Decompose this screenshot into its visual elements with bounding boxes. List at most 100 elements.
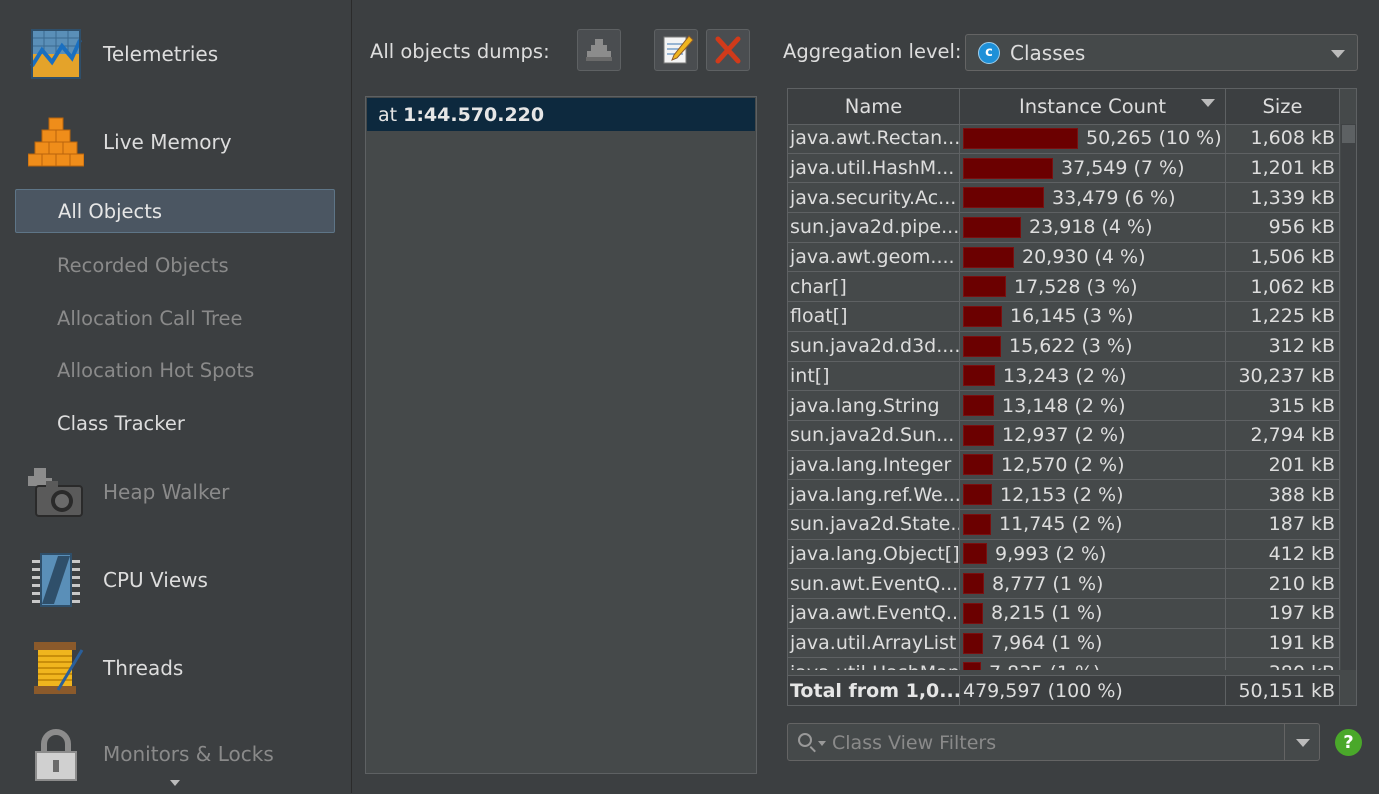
cell-size: 210 kB (1226, 569, 1340, 598)
table-row[interactable]: sun.java2d.d3d.... 15,622 (3 %) 312 kB (788, 331, 1340, 362)
nav-cpu-views[interactable]: CPU Views (0, 540, 351, 620)
instance-count-bar (963, 276, 1006, 298)
sidebar-scroll-down-icon[interactable] (170, 780, 180, 786)
cell-class-name: char[] (788, 272, 960, 302)
nav-live-memory[interactable]: Live Memory (0, 102, 351, 182)
instance-count-bar (963, 484, 992, 506)
nav-monitors-locks[interactable]: Monitors & Locks (0, 714, 351, 794)
table-row[interactable]: java.util.HashMap 7,835 (1 %) 380 kB (788, 658, 1340, 670)
instance-count-text: 13,243 (2 %) (1003, 364, 1127, 387)
table-row[interactable]: sun.java2d.State... 11,745 (2 %) 187 kB (788, 509, 1340, 540)
search-icon[interactable] (798, 733, 812, 747)
sidebar-item-class-tracker[interactable]: Class Tracker (15, 401, 335, 445)
table-vertical-scrollbar[interactable] (1341, 124, 1356, 670)
cell-class-name: float[] (788, 302, 960, 331)
cell-instance-count: 8,215 (1 %) (960, 599, 1226, 628)
instance-count-text: 50,265 (10 %) (1086, 127, 1222, 150)
dumps-list[interactable]: at 1:44.570.220 (365, 96, 757, 774)
instance-count-bar (963, 335, 1001, 357)
sidebar-item-allocation-hot-spots[interactable]: Allocation Hot Spots (15, 348, 335, 392)
cell-instance-count: 33,479 (6 %) (960, 183, 1226, 213)
instance-count-bar (963, 573, 984, 595)
nav-heap-walker[interactable]: Heap Walker (0, 452, 351, 532)
table-row[interactable]: java.awt.Rectan... 50,265 (10 %) 1,608 kB (788, 124, 1340, 154)
table-row[interactable]: int[] 13,243 (2 %) 30,237 kB (788, 361, 1340, 392)
table-row[interactable]: java.lang.Object[] 9,993 (2 %) 412 kB (788, 539, 1340, 570)
sidebar-item-all-objects[interactable]: All Objects (15, 189, 335, 233)
delete-dump-button[interactable] (706, 29, 750, 71)
search-options-arrow-icon[interactable] (818, 741, 826, 746)
instance-count-text: 12,153 (2 %) (1000, 483, 1124, 506)
instance-count-bar (963, 632, 983, 654)
class-filter-input[interactable] (830, 727, 1274, 759)
class-icon: c (978, 41, 1000, 64)
nav-threads[interactable]: Threads (0, 628, 351, 708)
take-dump-icon (586, 39, 612, 61)
filter-dropdown-chevron-icon[interactable] (1296, 739, 1310, 747)
delete-icon (715, 36, 741, 64)
table-row[interactable]: java.util.HashM... 37,549 (7 %) 1,201 kB (788, 153, 1340, 184)
table-row[interactable]: float[] 16,145 (3 %) 1,225 kB (788, 302, 1340, 332)
aggregation-level-select[interactable]: c Classes (965, 34, 1358, 71)
column-header-name[interactable]: Name (788, 89, 960, 124)
cell-class-name: java.awt.geom.... (788, 242, 960, 272)
total-name: Total from 1,0... (788, 676, 960, 705)
column-header-size[interactable]: Size (1226, 89, 1340, 124)
table-row[interactable]: sun.java2d.pipe.... 23,918 (4 %) 956 kB (788, 213, 1340, 243)
nav-heap-walker-label: Heap Walker (103, 480, 230, 504)
instance-count-bar (963, 543, 987, 565)
table-row[interactable]: sun.awt.EventQ... 8,777 (1 %) 210 kB (788, 569, 1340, 599)
instance-count-bar (963, 365, 995, 387)
instance-count-bar (963, 187, 1044, 209)
instance-count-bar (963, 602, 983, 624)
table-row[interactable]: java.awt.EventQ... 8,215 (1 %) 197 kB (788, 599, 1340, 629)
table-body[interactable]: java.awt.Rectan... 50,265 (10 %) 1,608 kB j… (788, 124, 1340, 670)
table-row[interactable]: java.lang.Integer 12,570 (2 %) 201 kB (788, 450, 1340, 481)
cell-instance-count: 8,777 (1 %) (960, 569, 1226, 598)
table-row[interactable]: char[] 17,528 (3 %) 1,062 kB (788, 272, 1340, 303)
padlock-icon (35, 729, 77, 781)
instance-count-bar (963, 454, 993, 476)
cell-size: 1,062 kB (1226, 272, 1340, 302)
cell-size: 1,225 kB (1226, 302, 1340, 331)
sidebar: Telemetries Live Memory All Objects Reco… (0, 0, 352, 793)
cpu-chip-icon (32, 553, 80, 607)
nav-monitors-locks-label: Monitors & Locks (103, 742, 274, 766)
cell-class-name: java.util.ArrayList (788, 628, 960, 658)
cell-size: 191 kB (1226, 628, 1340, 658)
table-row[interactable]: sun.java2d.Sun... 12,937 (2 %) 2,794 kB (788, 420, 1340, 451)
sidebar-item-allocation-call-tree[interactable]: Allocation Call Tree (15, 296, 335, 340)
edit-dump-button[interactable] (654, 29, 698, 71)
instance-count-text: 17,528 (3 %) (1014, 275, 1138, 298)
edit-icon (663, 35, 694, 64)
cell-instance-count: 7,835 (1 %) (960, 658, 1226, 670)
cell-instance-count: 9,993 (2 %) (960, 539, 1226, 569)
take-dump-button[interactable] (577, 29, 621, 71)
cell-instance-count: 12,153 (2 %) (960, 480, 1226, 509)
table-row[interactable]: java.security.Ac... 33,479 (6 %) 1,339 kB (788, 183, 1340, 214)
instance-count-text: 33,479 (6 %) (1052, 186, 1176, 209)
table-row[interactable]: java.awt.geom.... 20,930 (4 %) 1,506 kB (788, 242, 1340, 273)
cell-class-name: java.awt.EventQ... (788, 599, 960, 628)
column-header-label: Size (1262, 95, 1303, 118)
instance-count-text: 20,930 (4 %) (1022, 246, 1146, 269)
cell-size: 1,339 kB (1226, 183, 1340, 213)
cell-class-name: sun.java2d.Sun... (788, 420, 960, 450)
nav-live-memory-label: Live Memory (103, 130, 232, 154)
help-icon[interactable]: ? (1335, 729, 1362, 756)
column-header-instance-count[interactable]: Instance Count (960, 89, 1226, 124)
table-row[interactable]: java.util.ArrayList 7,964 (1 %) 191 kB (788, 628, 1340, 659)
list-item[interactable]: at 1:44.570.220 (367, 98, 755, 131)
nav-telemetries[interactable]: Telemetries (0, 14, 351, 94)
cell-size: 197 kB (1226, 599, 1340, 628)
cell-instance-count: 50,265 (10 %) (960, 124, 1226, 153)
threads-spool-icon (34, 642, 84, 694)
cell-instance-count: 12,570 (2 %) (960, 450, 1226, 480)
filter-separator (1284, 724, 1285, 760)
instance-count-text: 13,148 (2 %) (1002, 394, 1126, 417)
cell-instance-count: 13,148 (2 %) (960, 391, 1226, 420)
scrollbar-thumb[interactable] (1342, 125, 1355, 143)
table-row[interactable]: java.lang.String 13,148 (2 %) 315 kB (788, 391, 1340, 421)
table-row[interactable]: java.lang.ref.We... 12,153 (2 %) 388 kB (788, 480, 1340, 510)
sidebar-item-recorded-objects[interactable]: Recorded Objects (15, 243, 335, 287)
